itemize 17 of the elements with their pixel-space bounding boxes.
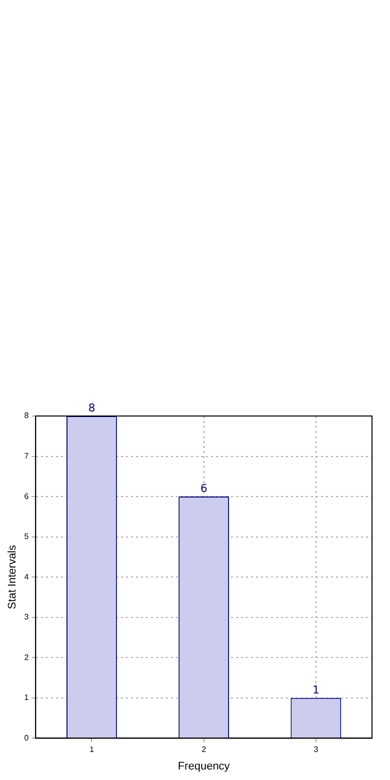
y-tick-label: 8	[24, 411, 30, 420]
x-axis-title: Frequency	[178, 760, 230, 772]
y-tick-label: 7	[24, 451, 30, 460]
y-tick-label: 1	[24, 693, 30, 702]
data-label: 6	[200, 482, 208, 495]
data-label: 1	[312, 683, 320, 696]
y-tick-label: 4	[24, 572, 30, 582]
y-axis-title: Stat Intervals	[6, 544, 19, 610]
data-label: 8	[88, 401, 96, 414]
x-tick-label: 3	[314, 745, 319, 754]
y-tick-label: 6	[24, 492, 30, 501]
y-tick-label: 2	[24, 652, 30, 662]
x-tick-label: 2	[202, 745, 207, 754]
y-tick-label: 0	[24, 733, 30, 742]
y-tick-label: 5	[24, 532, 30, 542]
x-tick-label: 1	[89, 745, 94, 754]
y-tick-label: 3	[24, 612, 30, 622]
